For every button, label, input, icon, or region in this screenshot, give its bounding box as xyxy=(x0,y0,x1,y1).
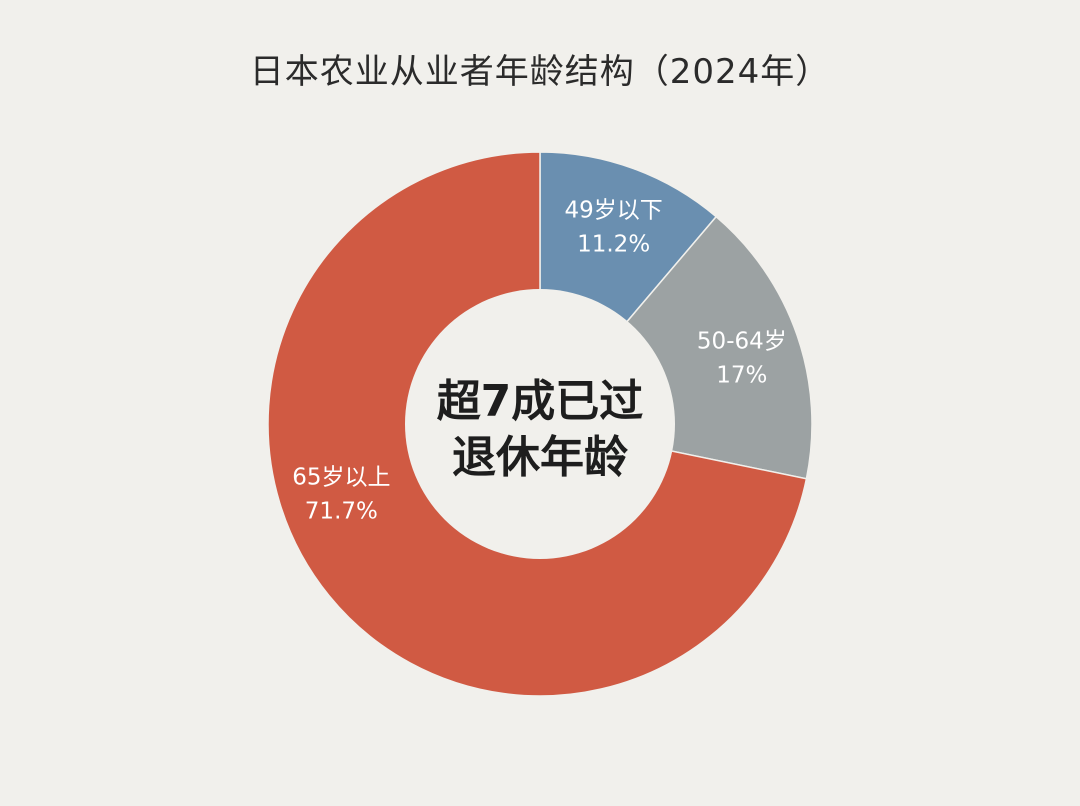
chart-title: 日本农业从业者年龄结构（2024年） xyxy=(249,52,831,92)
slice-1-value-label: 17% xyxy=(716,362,767,388)
donut-hole xyxy=(405,289,675,559)
slice-2-value-label: 71.7% xyxy=(305,499,378,525)
center-text-line-2: 退休年龄 xyxy=(452,432,628,483)
slice-2-name-label: 65岁以上 xyxy=(292,465,390,491)
slice-labels: 49岁以下 11.2% 50-64岁 17% 65岁以上 71.7% xyxy=(292,198,787,525)
slice-1-name-label: 50-64岁 xyxy=(697,328,787,354)
slice-0-value-label: 11.2% xyxy=(577,232,650,258)
center-text-line-1: 超7成已过 xyxy=(437,376,644,427)
slice-0-name-label: 49岁以下 xyxy=(565,198,663,224)
